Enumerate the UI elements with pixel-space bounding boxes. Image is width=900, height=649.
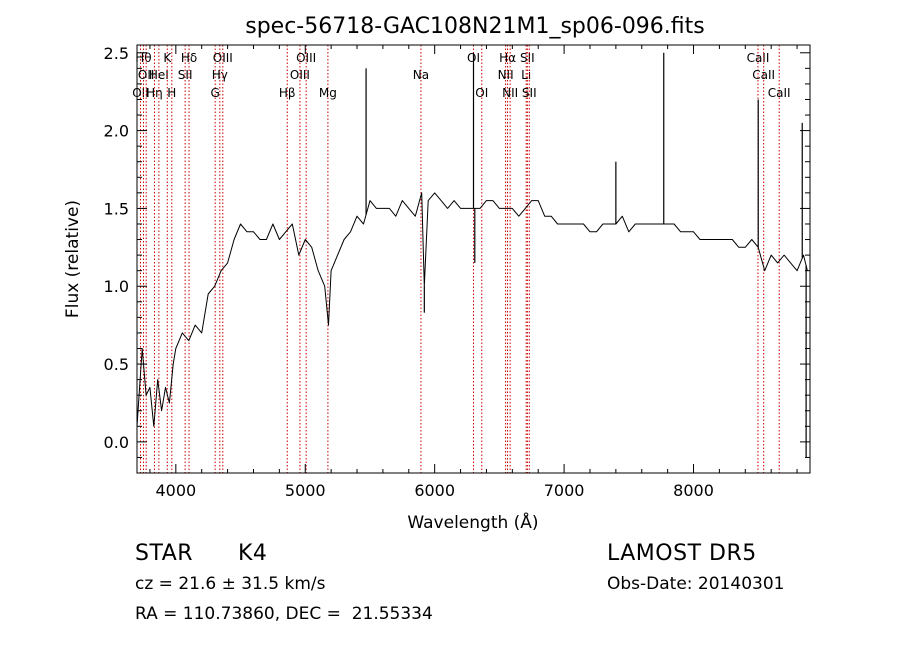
plot-frame (136, 44, 811, 474)
line-marker-label: OIII (213, 51, 233, 65)
coordinates: RA = 110.73860, DEC = 21.55334 (135, 604, 433, 624)
survey-name: LAMOST DR5 (607, 541, 757, 566)
line-marker-label: SII (178, 68, 193, 82)
line-marker-label: OII (132, 86, 149, 100)
line-marker-label: HeI (149, 68, 169, 82)
redshift-value: cz = 21.6 ± 31.5 km/s (135, 574, 326, 594)
y-tick-label: 2.0 (104, 122, 129, 141)
line-marker-label: K (163, 51, 172, 65)
line-marker-label: NII (502, 86, 518, 100)
line-marker-label: Hθ (135, 51, 151, 65)
line-marker-label: Li (521, 68, 531, 82)
line-marker-label: OI (475, 86, 488, 100)
chart-title: spec-56718-GAC108N21M1_sp06-096.fits (245, 14, 705, 39)
y-tick-label: 0.0 (104, 433, 129, 452)
line-marker-label: CaII (768, 86, 791, 100)
x-tick-label: 6000 (414, 481, 455, 500)
x-axis-label: Wavelength (Å) (407, 511, 538, 533)
y-tick-label: 2.5 (104, 44, 129, 63)
line-marker-label: Na (413, 68, 429, 82)
spectrum-line (136, 192, 808, 427)
obs-date: Obs-Date: 20140301 (607, 574, 785, 594)
line-marker-label: CaII (752, 68, 775, 82)
x-tick-label: 8000 (673, 481, 714, 500)
y-axis-label: Flux (relative) (63, 200, 83, 318)
line-marker-label: OII (138, 68, 155, 82)
line-marker-label: Hβ (279, 86, 296, 100)
line-marker-label: NII (498, 68, 514, 82)
line-marker-label: SII (522, 86, 537, 100)
object-subclass: K4 (238, 541, 268, 566)
line-markers: OIIHθOIIHηHeIKHSIIHδGHγOIIIHβOIIIOIIIMgN… (132, 45, 791, 473)
y-tick-label: 0.5 (104, 355, 129, 374)
line-marker-label: Mg (319, 86, 337, 100)
y-tick-label: 1.5 (104, 199, 129, 218)
line-marker-label: Hδ (181, 51, 197, 65)
line-marker-label: OIII (290, 68, 310, 82)
axis-ticks: 4000 5000 6000 7000 8000 0.0 0.5 1.0 1.5 2.0 2.5 (104, 44, 810, 500)
object-type: STAR (135, 541, 194, 566)
y-tick-label: 1.0 (104, 277, 129, 296)
line-marker-label: G (211, 86, 220, 100)
line-marker-label: Hη (146, 86, 163, 100)
line-marker-label: Hα (499, 51, 516, 65)
spectrum-series (136, 52, 808, 458)
x-tick-label: 5000 (285, 481, 326, 500)
x-tick-label: 7000 (544, 481, 585, 500)
line-marker-label: H (167, 86, 176, 100)
line-marker-label: OIII (296, 51, 316, 65)
line-marker-label: CaII (747, 51, 770, 65)
line-marker-label: SII (520, 51, 535, 65)
x-tick-label: 4000 (155, 481, 196, 500)
line-marker-label: Hγ (212, 68, 228, 82)
